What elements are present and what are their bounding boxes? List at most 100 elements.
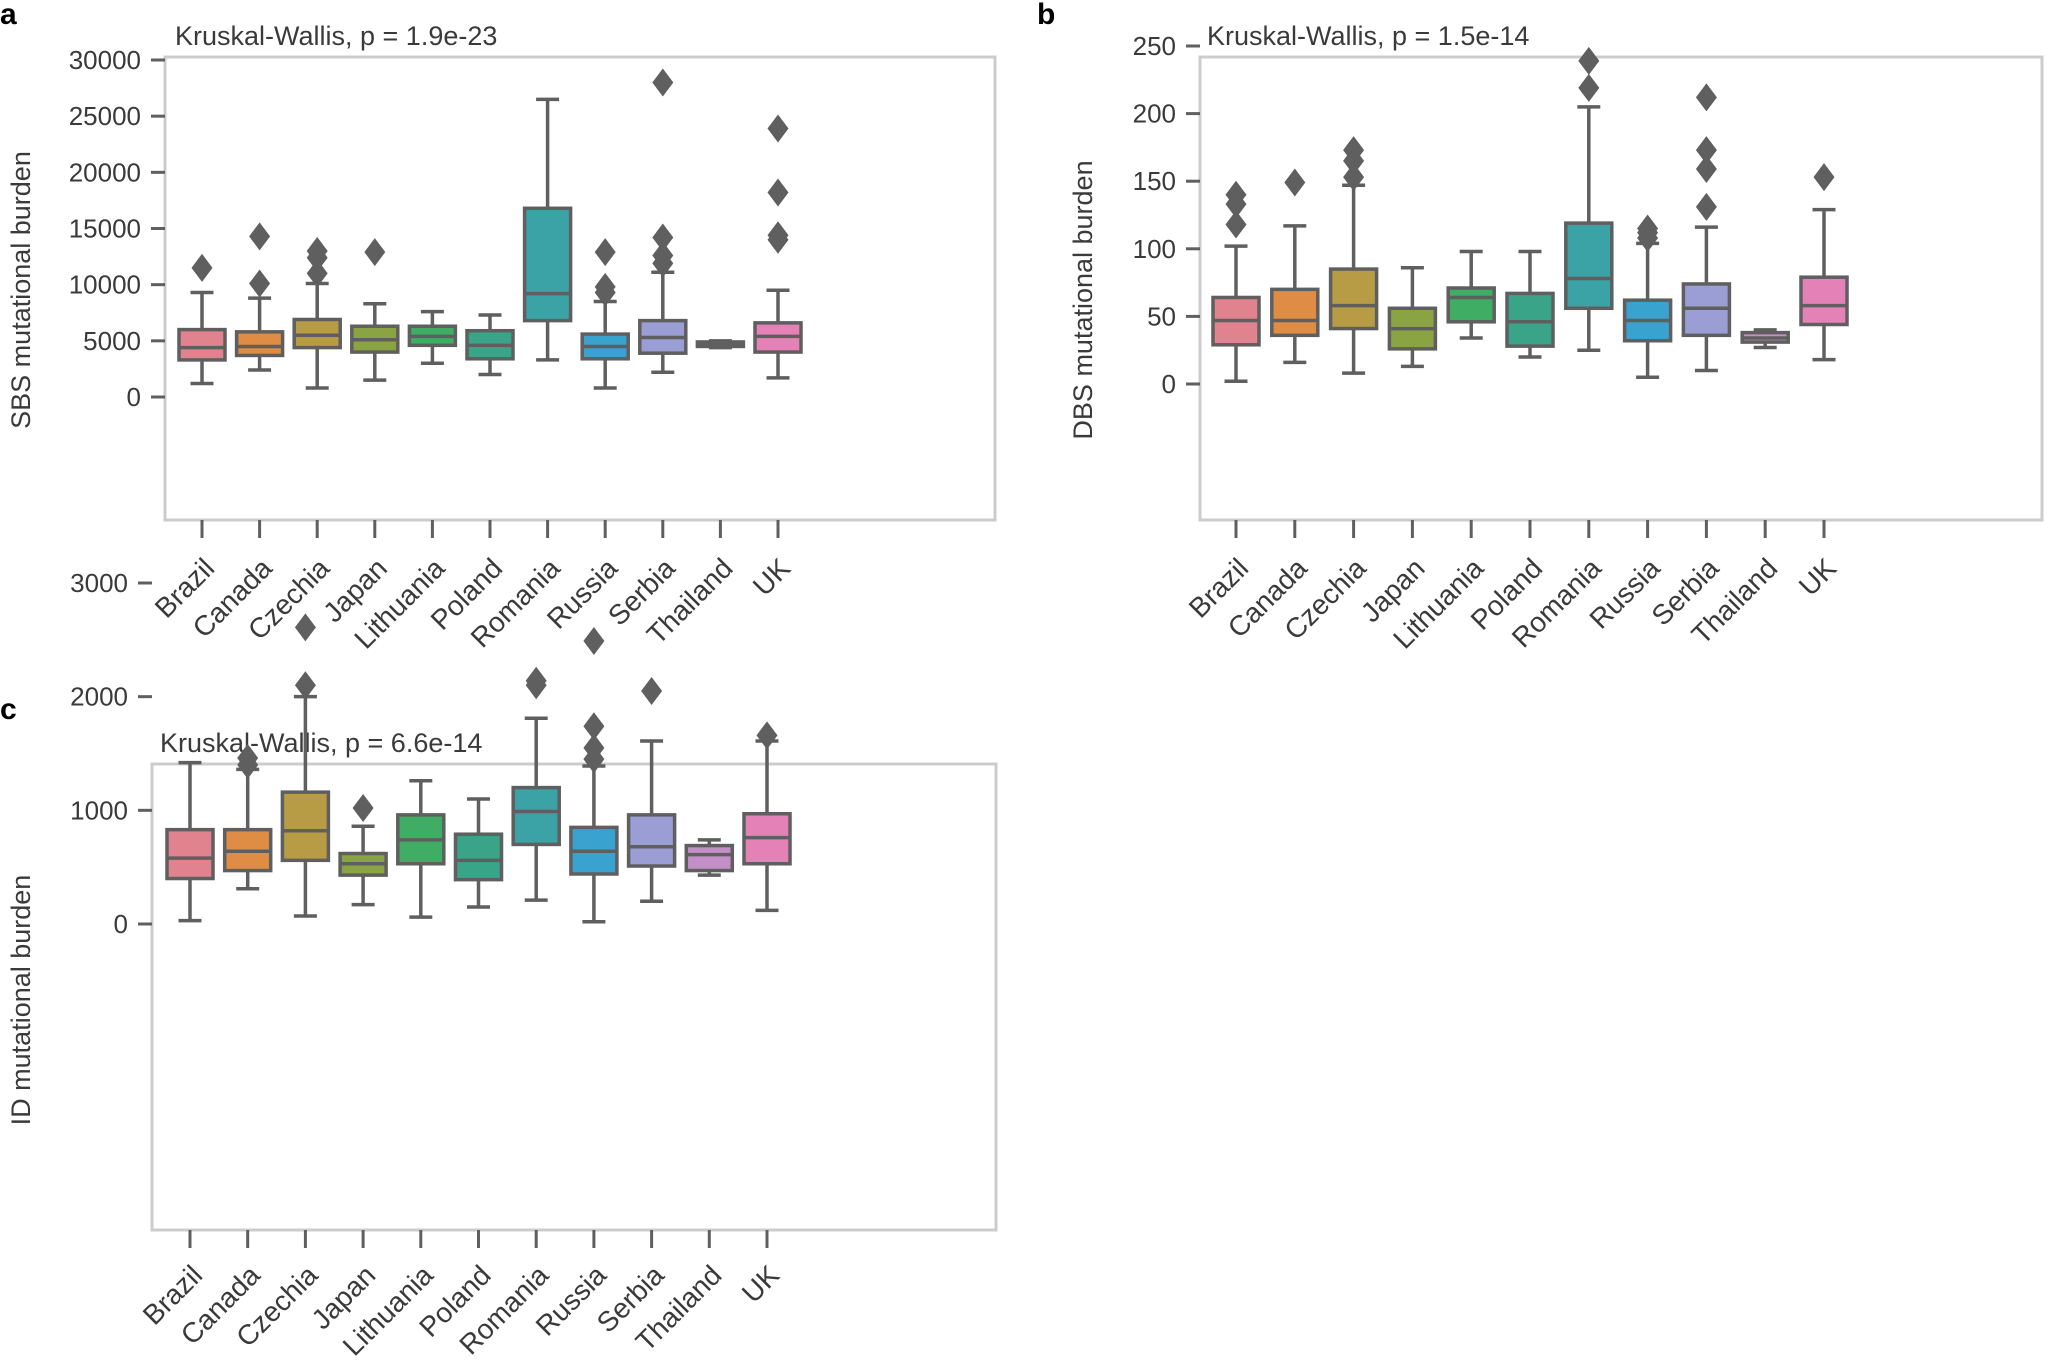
x-tick-label-b-uk: UK: [1793, 552, 1843, 602]
y-axis-label-a: SBS mutational burden: [6, 151, 36, 429]
y-tick-label-a-0: 0: [127, 382, 141, 412]
chart-title-a: Kruskal-Wallis, p = 1.9e-23: [175, 21, 497, 51]
outlier-point: [237, 744, 259, 773]
outlier-point: [641, 676, 663, 705]
outlier-point: [767, 221, 789, 250]
iqr-box: [1446, 286, 1496, 324]
outlier-point: [1695, 192, 1717, 221]
outlier-point: [583, 733, 605, 762]
y-tick-label-b-4: 200: [1133, 99, 1176, 129]
panel-c: c Kruskal-Wallis, p = 6.6e-14 ID mutatio…: [0, 568, 998, 1362]
box-c-russia: [569, 626, 619, 924]
outlier-point: [583, 626, 605, 655]
iqr-box: [511, 785, 561, 847]
y-tick-label-b-0: 0: [1162, 369, 1176, 399]
x-ticks-a: BrazilCanadaCzechiaJapanLithuaniaPolandR…: [149, 520, 797, 655]
outlier-point: [249, 222, 271, 251]
outlier-point: [652, 241, 674, 270]
iqr-box: [684, 843, 735, 873]
y-ticks-a: 0 5000 10000 15000 20000 25000 30000: [69, 45, 165, 412]
outlier-point: [1578, 73, 1600, 102]
y-tick-label-b-5: 250: [1133, 31, 1176, 61]
iqr-box: [1564, 221, 1614, 311]
box-a-czechia: [292, 236, 342, 390]
outlier-point: [1225, 180, 1247, 209]
y-axis-label-b: DBS mutational burden: [1068, 160, 1098, 439]
iqr-box: [1799, 275, 1849, 327]
outlier-point: [1637, 214, 1659, 243]
box-b-thailand: [1740, 328, 1790, 350]
iqr-box: [280, 790, 331, 863]
box-b-brazil: [1211, 180, 1261, 384]
iqr-box: [234, 330, 285, 358]
y-tick-label-c-1: 1000: [70, 795, 128, 825]
y-tick-label-a-5: 25000: [69, 101, 141, 131]
y-axis-label-c: ID mutational burden: [6, 875, 36, 1126]
y-tick-label-a-2: 10000: [69, 270, 141, 300]
panel-letter-b: b: [1037, 0, 1055, 31]
outlier-point: [594, 238, 616, 267]
iqr-box: [522, 206, 573, 323]
outlier-point: [1695, 83, 1717, 112]
iqr-box: [1505, 291, 1555, 348]
box-b-lithuania: [1446, 249, 1496, 340]
x-ticks-b: BrazilCanadaCzechiaJapanLithuaniaPolandR…: [1183, 520, 1843, 655]
box-c-uk: [742, 721, 792, 913]
outlier-point: [1343, 163, 1365, 192]
outlier-point: [1578, 46, 1600, 75]
outlier-point: [652, 68, 674, 97]
outlier-point: [294, 671, 316, 700]
box-c-thailand: [684, 838, 735, 877]
iqr-box: [177, 327, 227, 362]
plot-frame-b: [1198, 55, 2044, 522]
box-b-serbia: [1681, 83, 1732, 373]
y-tick-label-c-2: 2000: [70, 682, 128, 712]
box-c-brazil: [165, 760, 215, 923]
panel-letter-c: c: [0, 693, 17, 726]
box-c-poland: [453, 797, 504, 909]
outlier-point: [364, 238, 386, 267]
y-ticks-c: 0 1000 2000 3000: [70, 568, 152, 939]
box-a-canada: [234, 222, 285, 372]
box-b-poland: [1505, 249, 1555, 359]
y-ticks-b: 0 50 100 150 200 250: [1133, 31, 1200, 399]
outlier-point: [652, 223, 674, 252]
y-tick-label-b-2: 100: [1133, 234, 1176, 264]
outlier-point: [1695, 155, 1717, 184]
box-c-czechia: [280, 613, 331, 918]
outlier-point: [583, 712, 605, 741]
outlier-point: [352, 794, 374, 823]
box-c-serbia: [626, 676, 677, 904]
y-tick-label-a-3: 15000: [69, 214, 141, 244]
y-tick-label-c-3: 3000: [70, 568, 128, 598]
iqr-box: [1270, 287, 1320, 338]
box-a-lithuania: [407, 309, 458, 366]
iqr-box: [165, 827, 215, 881]
box-a-brazil: [177, 253, 227, 386]
boxes-a: [177, 68, 803, 390]
boxes-c: [165, 613, 792, 924]
y-tick-label-b-3: 150: [1133, 166, 1176, 196]
outlier-point: [306, 259, 328, 288]
outlier-point: [294, 613, 316, 642]
plot-frame-a: [163, 55, 997, 522]
box-c-lithuania: [396, 779, 446, 919]
x-tick-label-a-uk: UK: [747, 552, 797, 602]
outlier-point: [1695, 136, 1717, 165]
box-c-japan: [338, 794, 388, 907]
outlier-point: [594, 272, 616, 301]
outlier-point: [767, 178, 789, 207]
box-a-russia: [580, 238, 630, 390]
box-b-romania: [1564, 46, 1614, 352]
y-tick-label-a-6: 30000: [69, 45, 141, 75]
box-c-romania: [511, 666, 561, 902]
outlier-point: [1343, 136, 1365, 165]
outlier-point: [306, 236, 328, 265]
box-b-canada: [1270, 168, 1320, 365]
box-a-japan: [350, 238, 400, 382]
plot-frame-c: [150, 762, 998, 1232]
boxes-b: [1211, 46, 1849, 384]
panel-letter-a: a: [0, 0, 17, 31]
box-a-serbia: [638, 68, 688, 375]
